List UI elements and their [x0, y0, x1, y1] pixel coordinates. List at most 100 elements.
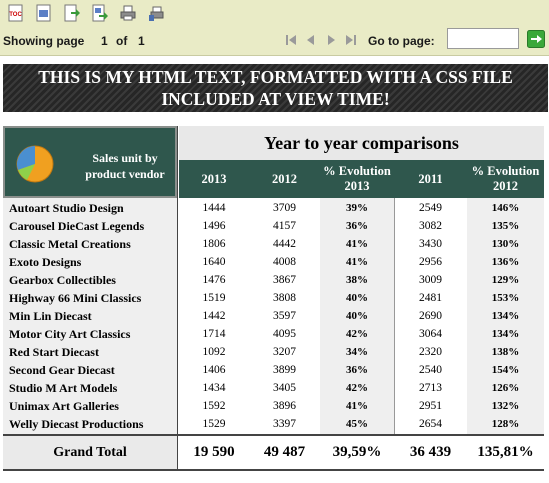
previous-page-icon[interactable]: [304, 33, 318, 47]
banner-line-1: THIS IS MY HTML TEXT, FORMATTED WITH A C…: [38, 67, 513, 87]
cell-evolution-2012: 153%: [491, 292, 520, 304]
row-label-vendor: Exoto Designs: [9, 255, 82, 269]
cell-evolution-2012: 126%: [491, 382, 520, 394]
row-label-vendor: Unimax Art Galleries: [9, 399, 119, 413]
cell-evolution-2013: 38%: [346, 274, 368, 286]
showing-page-label: Showing page: [3, 34, 85, 48]
print-server-icon[interactable]: [148, 4, 164, 22]
cell-2013: 1519: [202, 292, 226, 304]
cell-evolution-2013: 40%: [346, 292, 368, 304]
cell-2013: 1496: [202, 220, 226, 232]
cell-2013: 1592: [202, 400, 226, 412]
cell-2011: 2654: [419, 418, 442, 430]
group-header: Year to year comparisons: [179, 126, 544, 160]
cell-2013: 1092: [202, 346, 226, 358]
cell-2013: 1434: [202, 382, 226, 394]
cell-2013: 1476: [202, 274, 226, 286]
cell-2012: 4095: [273, 328, 296, 340]
cell-2013: 1442: [202, 310, 226, 322]
export-icon[interactable]: [36, 4, 52, 22]
column-separator: [394, 198, 395, 434]
cell-2012: 4008: [273, 256, 296, 268]
cell-evolution-2013: 41%: [346, 256, 368, 268]
cell-evolution-2013: 36%: [346, 220, 368, 232]
cell-2012: 3709: [273, 202, 296, 214]
cell-2013: 1640: [202, 256, 226, 268]
grand-total-label: Grand Total: [3, 436, 177, 469]
export-report-icon[interactable]: [92, 4, 108, 22]
current-page-number: 1: [101, 34, 108, 48]
total-2013: 19 590: [193, 444, 235, 460]
cell-2012: 4157: [273, 220, 296, 232]
cell-evolution-2012: 154%: [491, 364, 520, 376]
total-evolution-2012: 135,81%: [477, 444, 534, 460]
evolution-2013-shade: [320, 198, 394, 434]
row-label-vendor: Second Gear Diecast: [9, 363, 115, 377]
svg-text:TOC: TOC: [9, 12, 22, 18]
cell-2011: 3430: [419, 238, 442, 250]
total-2011: 36 439: [409, 444, 452, 460]
sales-crosstab: Sales unit by product vendor Year to yea…: [3, 126, 544, 471]
next-page-icon[interactable]: [324, 33, 338, 47]
grand-total-row: Grand Total 19 590 49 487 39,59% 36 439 …: [3, 434, 544, 471]
column-header-2012: 2012: [249, 160, 320, 198]
cell-2011: 2713: [419, 382, 442, 394]
cell-evolution-2013: 41%: [346, 400, 368, 412]
cell-evolution-2012: 130%: [491, 238, 520, 250]
cell-2012: 4442: [273, 238, 296, 250]
cell-2013: 1529: [202, 418, 226, 430]
cell-2011: 2549: [419, 202, 442, 214]
cell-2012: 3896: [273, 400, 296, 412]
cell-2011: 2320: [419, 346, 442, 358]
row-label-vendor: Gearbox Collectibles: [9, 273, 116, 287]
cell-2011: 2540: [419, 364, 442, 376]
cell-evolution-2013: 41%: [346, 238, 368, 250]
row-label-vendor: Red Start Diecast: [9, 345, 99, 359]
banner-text: THIS IS MY HTML TEXT, FORMATTED WITH A C…: [3, 66, 548, 110]
cell-evolution-2012: 128%: [491, 418, 520, 430]
column-header-evolution-2013: % Evolution 2013: [320, 160, 394, 198]
evolution-2012-shade: [467, 198, 544, 434]
cell-2011: 2951: [419, 400, 442, 412]
toolbar: TOC: [0, 0, 549, 27]
last-page-icon[interactable]: [344, 33, 358, 47]
cell-evolution-2012: 136%: [491, 256, 520, 268]
cell-2011: 2481: [419, 292, 442, 304]
cell-2011: 3009: [419, 274, 442, 286]
cell-evolution-2013: 42%: [346, 328, 368, 340]
label-column-shade: [3, 198, 177, 434]
cell-2011: 3082: [419, 220, 442, 232]
cell-evolution-2012: 129%: [491, 274, 520, 286]
row-label-vendor: Highway 66 Mini Classics: [9, 291, 142, 305]
cell-2013: 1444: [202, 202, 226, 214]
row-label-vendor: Studio M Art Models: [9, 381, 118, 395]
go-to-page-label: Go to page:: [368, 34, 435, 48]
go-arrow-icon[interactable]: [527, 30, 545, 48]
cell-evolution-2013: 39%: [346, 202, 368, 214]
row-label-vendor: Welly Diecast Productions: [9, 417, 144, 431]
first-page-icon[interactable]: [284, 33, 298, 47]
row-label-vendor: Motor City Art Classics: [9, 327, 131, 341]
row-label-vendor: Min Lin Diecast: [9, 309, 92, 323]
html-text-banner: THIS IS MY HTML TEXT, FORMATTED WITH A C…: [3, 64, 548, 112]
cell-2011: 2956: [419, 256, 442, 268]
cell-evolution-2012: 132%: [491, 400, 520, 412]
cell-evolution-2012: 135%: [491, 220, 520, 232]
corner-label: Sales unit by product vendor: [75, 150, 175, 182]
total-pages-number: 1: [138, 34, 145, 48]
cell-2012: 3808: [273, 292, 296, 304]
cell-evolution-2013: 45%: [346, 418, 368, 430]
go-to-page-input[interactable]: [447, 28, 519, 49]
column-header-evolution-2012: % Evolution 2012: [467, 160, 544, 198]
pie-chart-icon: [16, 145, 54, 183]
toc-icon[interactable]: TOC: [8, 4, 24, 22]
cell-2012: 3899: [273, 364, 296, 376]
cell-evolution-2012: 146%: [491, 202, 520, 214]
cell-2012: 3207: [273, 346, 296, 358]
export-data-icon[interactable]: [64, 4, 80, 22]
cell-evolution-2012: 134%: [491, 310, 520, 322]
cell-2012: 3597: [273, 310, 296, 322]
cell-2011: 2690: [419, 310, 442, 322]
column-header-2013: 2013: [179, 160, 249, 198]
print-icon[interactable]: [120, 4, 136, 22]
